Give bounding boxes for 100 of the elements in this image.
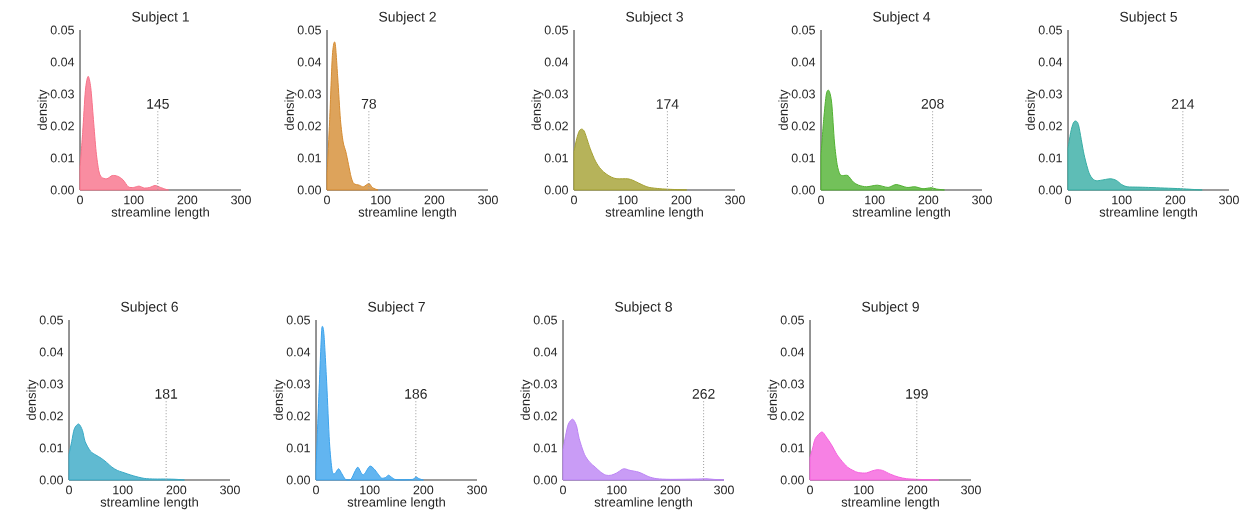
y-tick-label: 0.04 xyxy=(50,57,75,67)
ref-line-label: 186 xyxy=(405,388,427,399)
x-tick-label: 200 xyxy=(907,485,928,495)
x-tick-label: 200 xyxy=(177,195,198,205)
y-tick-label: 0.03 xyxy=(533,379,557,389)
x-tick-label: 300 xyxy=(478,195,498,205)
y-axis-title: density xyxy=(37,89,50,130)
x-tick-label: 300 xyxy=(1219,195,1239,205)
ref-line-label: 145 xyxy=(147,99,169,109)
y-tick-label: 0.01 xyxy=(780,443,804,453)
y-tick-label: 0.04 xyxy=(286,347,311,357)
x-tick-label: 300 xyxy=(467,485,487,495)
y-tick-label: 0.04 xyxy=(297,57,322,67)
x-axis-title: streamline length xyxy=(111,207,209,220)
x-tick-label: 100 xyxy=(113,485,133,495)
y-tick-label: 0.03 xyxy=(791,89,815,99)
y-tick-label: 0.01 xyxy=(50,153,74,163)
x-axis-title: streamline length xyxy=(347,497,445,510)
x-tick-label: 100 xyxy=(1112,195,1132,205)
x-tick-label: 0 xyxy=(1065,195,1071,205)
y-tick-label: 0.03 xyxy=(50,89,74,99)
x-tick-label: 0 xyxy=(313,485,319,495)
y-tick-label: 0.04 xyxy=(1038,57,1063,67)
ref-line-label: 199 xyxy=(906,388,928,399)
x-tick-label: 0 xyxy=(818,195,824,205)
y-axis-title: density xyxy=(26,379,39,420)
ref-line-label: 174 xyxy=(656,99,679,109)
ref-line-label: 181 xyxy=(155,388,178,399)
y-tick-label: 0.05 xyxy=(780,315,804,325)
x-tick-label: 0 xyxy=(560,485,566,495)
y-tick-label: 0.03 xyxy=(1038,89,1062,99)
x-axis-title: streamline length xyxy=(594,497,692,510)
y-axis-title: density xyxy=(1025,89,1038,130)
y-tick-label: 0.01 xyxy=(39,443,63,453)
y-tick-label: 0.02 xyxy=(533,411,557,421)
chart-title: Subject 8 xyxy=(615,301,672,315)
y-axis-title: density xyxy=(284,89,297,130)
x-tick-label: 200 xyxy=(918,195,939,205)
x-tick-label: 300 xyxy=(231,195,251,205)
x-tick-label: 0 xyxy=(807,485,813,495)
x-tick-label: 200 xyxy=(413,485,434,495)
y-tick-label: 0.02 xyxy=(780,411,804,421)
x-tick-label: 100 xyxy=(865,195,885,205)
x-axis-title: streamline length xyxy=(841,497,939,510)
ref-line-label: 208 xyxy=(921,98,944,109)
y-tick-label: 0.01 xyxy=(286,443,310,453)
y-tick-label: 0.00 xyxy=(286,475,310,485)
y-tick-label: 0.02 xyxy=(286,411,310,421)
x-tick-label: 100 xyxy=(607,485,627,495)
x-tick-label: 200 xyxy=(166,485,187,495)
y-axis-title: density xyxy=(778,89,791,130)
y-tick-label: 0.01 xyxy=(533,443,557,453)
y-tick-label: 0.05 xyxy=(39,315,63,325)
y-tick-label: 0.00 xyxy=(544,185,568,195)
x-tick-label: 0 xyxy=(66,485,72,495)
y-tick-label: 0.02 xyxy=(297,121,321,131)
y-axis-title: density xyxy=(273,379,286,420)
y-tick-label: 0.02 xyxy=(50,121,74,131)
x-axis-title: streamline length xyxy=(100,497,198,510)
y-tick-label: 0.03 xyxy=(780,379,804,389)
x-tick-label: 200 xyxy=(660,485,681,495)
y-tick-label: 0.02 xyxy=(791,121,815,131)
chart-title: Subject 2 xyxy=(379,11,436,25)
chart-title: Subject 3 xyxy=(626,11,683,25)
y-tick-label: 0.04 xyxy=(533,347,558,357)
y-tick-label: 0.00 xyxy=(50,185,74,195)
y-tick-label: 0.02 xyxy=(544,121,568,131)
y-tick-label: 0.01 xyxy=(297,153,321,163)
ref-line-label: 262 xyxy=(692,388,715,399)
x-tick-label: 200 xyxy=(671,195,692,205)
x-axis-title: streamline length xyxy=(358,207,456,220)
y-tick-label: 0.03 xyxy=(544,89,568,99)
x-tick-label: 100 xyxy=(360,485,380,495)
y-tick-label: 0.00 xyxy=(39,475,63,485)
x-tick-label: 100 xyxy=(371,195,391,205)
x-tick-label: 100 xyxy=(618,195,638,205)
x-tick-label: 300 xyxy=(972,195,992,205)
x-axis-title: streamline length xyxy=(1099,207,1197,220)
y-tick-label: 0.05 xyxy=(297,25,321,35)
y-tick-label: 0.03 xyxy=(297,89,321,99)
x-tick-label: 300 xyxy=(961,485,981,495)
y-tick-label: 0.05 xyxy=(533,315,557,325)
y-tick-label: 0.04 xyxy=(780,347,805,357)
x-tick-label: 100 xyxy=(124,195,144,205)
x-tick-label: 300 xyxy=(220,485,240,495)
y-tick-label: 0.05 xyxy=(544,25,568,35)
y-tick-label: 0.05 xyxy=(50,25,74,35)
x-tick-label: 100 xyxy=(854,485,874,495)
y-tick-label: 0.04 xyxy=(544,57,569,67)
y-tick-label: 0.01 xyxy=(791,153,815,163)
y-tick-label: 0.01 xyxy=(544,153,568,163)
y-tick-label: 0.00 xyxy=(533,475,557,485)
y-tick-label: 0.00 xyxy=(780,475,804,485)
x-axis-title: streamline length xyxy=(852,207,950,220)
x-tick-label: 0 xyxy=(571,195,577,205)
chart-title: Subject 6 xyxy=(121,301,178,315)
y-tick-label: 0.05 xyxy=(286,315,310,325)
y-tick-label: 0.00 xyxy=(1038,185,1062,195)
y-axis-title: density xyxy=(520,379,533,420)
x-tick-label: 200 xyxy=(1165,195,1186,205)
